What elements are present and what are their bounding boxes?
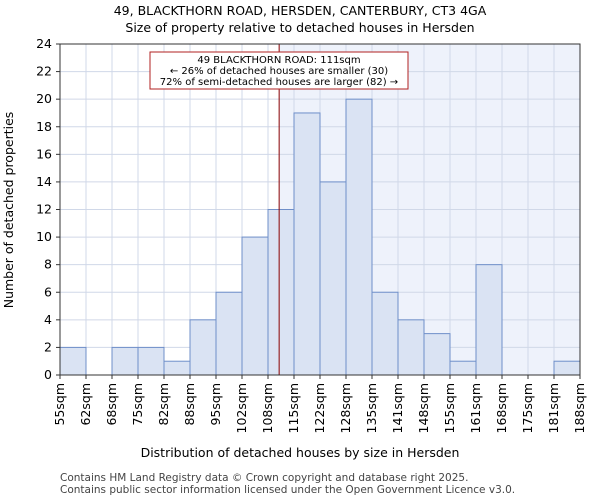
y-tick-label-3: 6	[44, 284, 52, 299]
bar-55sqm	[59, 346, 87, 376]
y-tick-label-0: 0	[44, 367, 52, 382]
x-tick-label-161sqm: 161sqm	[468, 383, 483, 433]
bar-141sqm	[397, 319, 425, 376]
chart-subtitle: Size of property relative to detached ho…	[125, 20, 474, 35]
x-axis-label: Distribution of detached houses by size …	[141, 445, 460, 460]
y-axis-label: Number of detached properties	[1, 112, 16, 309]
bar-102sqm	[241, 236, 269, 376]
x-tick-label-108sqm: 108sqm	[260, 383, 275, 433]
bar-68sqm	[111, 346, 139, 376]
bar-181sqm	[553, 360, 581, 376]
y-tick-label-11: 22	[36, 64, 52, 79]
bar-115sqm	[293, 112, 321, 376]
x-tick-label-181sqm: 181sqm	[546, 383, 561, 433]
x-tick-label-155sqm: 155sqm	[442, 383, 457, 433]
annotation-frame	[149, 51, 409, 90]
x-tick-label-75sqm: 75sqm	[130, 383, 145, 426]
x-tick-label-128sqm: 128sqm	[338, 383, 353, 433]
bar-95sqm	[215, 291, 243, 376]
x-tick-labels: 55sqm 62sqm 68sqm 75sqm 82sqm 88sqm 95sqm 102sq…	[52, 383, 587, 433]
footer-line-2: Contains public sector information licen…	[60, 484, 515, 496]
x-tick-label-95sqm: 95sqm	[208, 383, 223, 426]
x-tick-label-115sqm: 115sqm	[286, 383, 301, 433]
bar-155sqm	[449, 360, 477, 376]
bar-135sqm	[371, 291, 399, 376]
bar-82sqm	[163, 360, 191, 376]
y-tick-label-7: 14	[36, 174, 52, 189]
x-tick-label-88sqm: 88sqm	[182, 383, 197, 426]
x-tick-label-148sqm: 148sqm	[416, 383, 431, 433]
y-tick-label-8: 16	[36, 146, 52, 161]
y-tick-label-9: 18	[36, 119, 52, 134]
annotation-line-1: 49 BLACKTHORN ROAD: 111sqm	[197, 55, 360, 66]
bar-161sqm	[475, 264, 503, 376]
x-tick-label-102sqm: 102sqm	[234, 383, 249, 433]
bar-148sqm	[423, 333, 451, 376]
x-tick-label-135sqm: 135sqm	[364, 383, 379, 433]
annotation-line-2: ← 26% of detached houses are smaller (30…	[170, 66, 388, 77]
annotation-line-3: 72% of semi-detached houses are larger (…	[160, 77, 398, 88]
x-tick-label-141sqm: 141sqm	[390, 383, 405, 433]
bar-75sqm	[137, 346, 165, 376]
bar-128sqm	[345, 98, 373, 376]
y-tick-label-1: 2	[44, 339, 52, 354]
y-tick-label-10: 20	[36, 91, 52, 106]
footer-line-1: Contains HM Land Registry data © Crown c…	[60, 472, 468, 484]
y-tick-label-5: 10	[36, 229, 52, 244]
x-tick-label-188sqm: 188sqm	[572, 383, 587, 433]
y-tick-label-2: 4	[44, 312, 52, 327]
x-tick-label-168sqm: 168sqm	[494, 383, 509, 433]
y-tick-label-6: 12	[36, 202, 52, 217]
bar-108sqm	[267, 209, 295, 376]
x-tick-label-68sqm: 68sqm	[104, 383, 119, 426]
bar-88sqm	[189, 319, 217, 376]
bar-122sqm	[319, 181, 347, 376]
axes	[56, 43, 581, 379]
x-tick-label-55sqm: 55sqm	[52, 383, 67, 426]
annotation-box: 49 BLACKTHORN ROAD: 111sqm ← 26% of deta…	[149, 51, 409, 90]
x-tick-label-175sqm: 175sqm	[520, 383, 535, 433]
x-tick-label-62sqm: 62sqm	[78, 383, 93, 426]
x-tick-label-82sqm: 82sqm	[156, 383, 171, 426]
x-tick-label-122sqm: 122sqm	[312, 383, 327, 433]
y-tick-label-4: 8	[44, 257, 52, 272]
y-tick-label-12: 24	[36, 36, 52, 51]
chart-title: 49, BLACKTHORN ROAD, HERSDEN, CANTERBURY…	[114, 3, 487, 18]
